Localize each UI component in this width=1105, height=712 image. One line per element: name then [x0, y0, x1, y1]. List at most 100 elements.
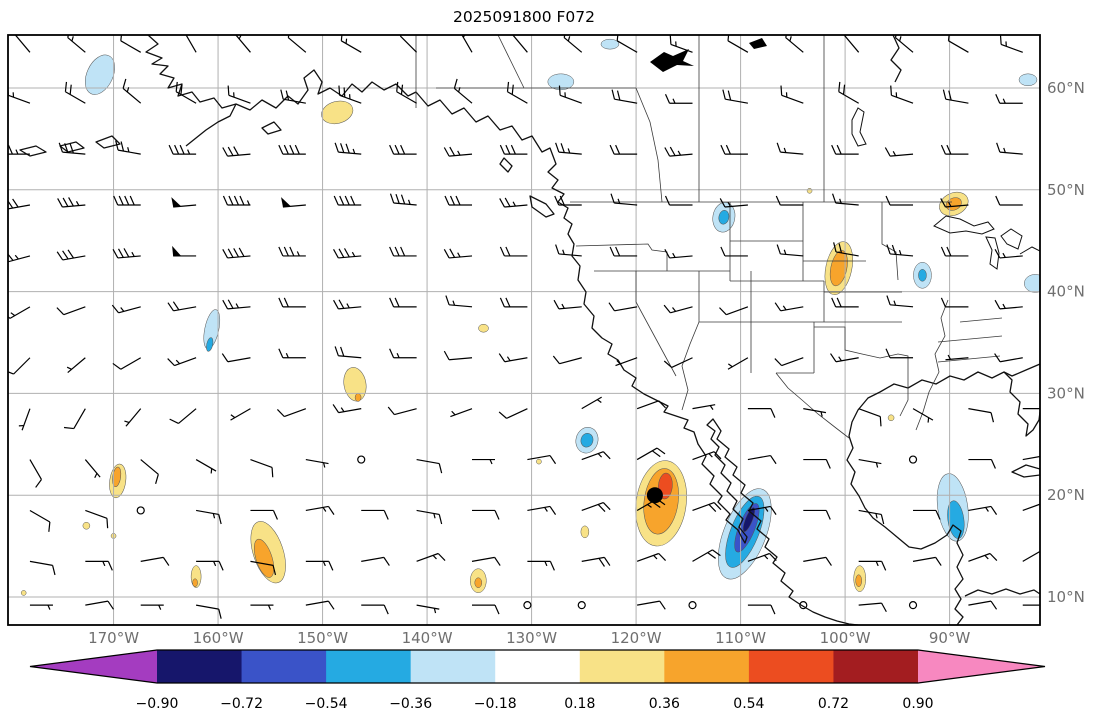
barb-half-tick — [562, 249, 565, 255]
barb-half-tick — [126, 87, 130, 93]
state-border-path — [959, 317, 1003, 323]
wind-barb — [63, 408, 86, 430]
barb-half-tick — [451, 410, 456, 416]
barb-half-tick — [512, 201, 516, 207]
barb-shaft — [338, 255, 362, 259]
barb-half-tick — [66, 366, 72, 370]
barb-full-tick — [438, 463, 443, 474]
barb-shaft — [912, 556, 936, 562]
barb-full-tick — [222, 249, 229, 259]
barb-full-tick — [669, 35, 672, 45]
anomaly-patch — [829, 250, 848, 287]
barb-shaft — [338, 151, 362, 155]
barb-shaft — [581, 556, 605, 562]
barb-half-tick — [898, 250, 902, 256]
barb-full-tick — [719, 307, 727, 316]
barb-full-tick — [513, 26, 517, 35]
wind-barb — [169, 408, 197, 424]
barb-shaft — [29, 560, 53, 566]
barb-half-tick — [246, 200, 251, 206]
lat-tick-label: 30°N — [1047, 384, 1085, 402]
wind-barb — [58, 142, 86, 155]
wind-barb — [29, 560, 56, 576]
barb-shaft — [173, 204, 197, 208]
barb-full-tick — [218, 561, 224, 571]
wind-barb — [803, 408, 827, 417]
wind-barb — [389, 297, 417, 308]
wind-barb — [445, 295, 473, 308]
barb-full-tick — [838, 81, 841, 92]
colorbar-tick-label: 0.90 — [902, 696, 933, 712]
wind-barb — [1022, 503, 1040, 512]
barb-full-tick — [597, 504, 606, 512]
barb-shaft — [361, 556, 384, 562]
wind-barb — [995, 93, 1023, 104]
barb-full-tick — [720, 144, 726, 155]
colorbar-tick-label: −0.72 — [220, 696, 263, 712]
wind-barb — [994, 353, 1023, 363]
wind-barb — [664, 146, 693, 157]
barb-full-tick — [64, 81, 68, 92]
barb-full-tick — [283, 246, 289, 257]
barb-full-tick — [990, 459, 996, 469]
lat-tick-label: 40°N — [1047, 283, 1085, 301]
barb-shaft — [506, 408, 528, 419]
wind-barb — [175, 81, 197, 104]
coastline-layer — [19, 35, 1040, 625]
wind-barb — [85, 560, 113, 571]
barb-half-tick — [457, 252, 461, 258]
barb-full-tick — [831, 297, 837, 308]
barb-half-tick — [346, 303, 350, 309]
barb-shaft — [558, 151, 582, 155]
barb-full-tick — [278, 246, 284, 257]
coastline-path — [529, 195, 555, 218]
barb-half-tick — [458, 87, 461, 93]
wind-barb — [389, 193, 417, 206]
barb-full-tick — [770, 455, 777, 465]
barb-full-tick — [115, 140, 119, 151]
wind-barb — [563, 35, 583, 53]
barb-full-tick — [948, 90, 952, 101]
barb-full-tick — [664, 93, 671, 104]
wind-barb — [615, 357, 638, 367]
barb-full-tick — [935, 510, 941, 520]
barb-shaft — [968, 505, 992, 512]
lake-filled — [749, 38, 767, 49]
barb-full-tick — [776, 244, 781, 255]
barb-half-tick — [677, 150, 682, 156]
lat-tick-label: 50°N — [1047, 181, 1085, 199]
barb-full-tick — [663, 304, 671, 314]
wind-barb — [780, 85, 804, 104]
wind-barb — [940, 198, 969, 208]
wind-barb — [250, 560, 277, 576]
barb-shaft — [999, 255, 1023, 259]
barb-full-tick — [239, 195, 245, 206]
barb-full-tick — [69, 84, 72, 95]
wind-barb — [8, 253, 31, 263]
barb-full-tick — [881, 561, 887, 571]
wind-barb-layer — [8, 26, 1040, 619]
barb-half-tick — [230, 414, 236, 419]
wind-barb — [609, 144, 638, 155]
anomaly-patch — [474, 577, 483, 588]
anomaly-patch — [84, 54, 115, 95]
wind-barb — [727, 357, 749, 370]
calm-wind-circle — [357, 455, 366, 464]
barb-shaft — [120, 357, 142, 370]
barb-half-tick — [131, 251, 135, 257]
anomaly-patch — [580, 525, 590, 539]
anomaly-patch — [855, 574, 862, 587]
wind-barb — [553, 299, 582, 310]
barb-shaft — [945, 357, 969, 361]
barb-shaft — [858, 509, 882, 516]
colorbar-tick-label: −0.54 — [305, 696, 348, 712]
barb-full-tick — [112, 249, 119, 259]
wind-barb — [416, 509, 443, 525]
barb-full-tick — [443, 249, 450, 259]
wind-barb — [747, 552, 777, 562]
barb-shaft — [140, 556, 164, 562]
barb-full-tick — [990, 600, 998, 610]
wind-barb — [124, 408, 142, 427]
barb-half-tick — [124, 420, 130, 424]
barb-pennant — [172, 245, 182, 256]
